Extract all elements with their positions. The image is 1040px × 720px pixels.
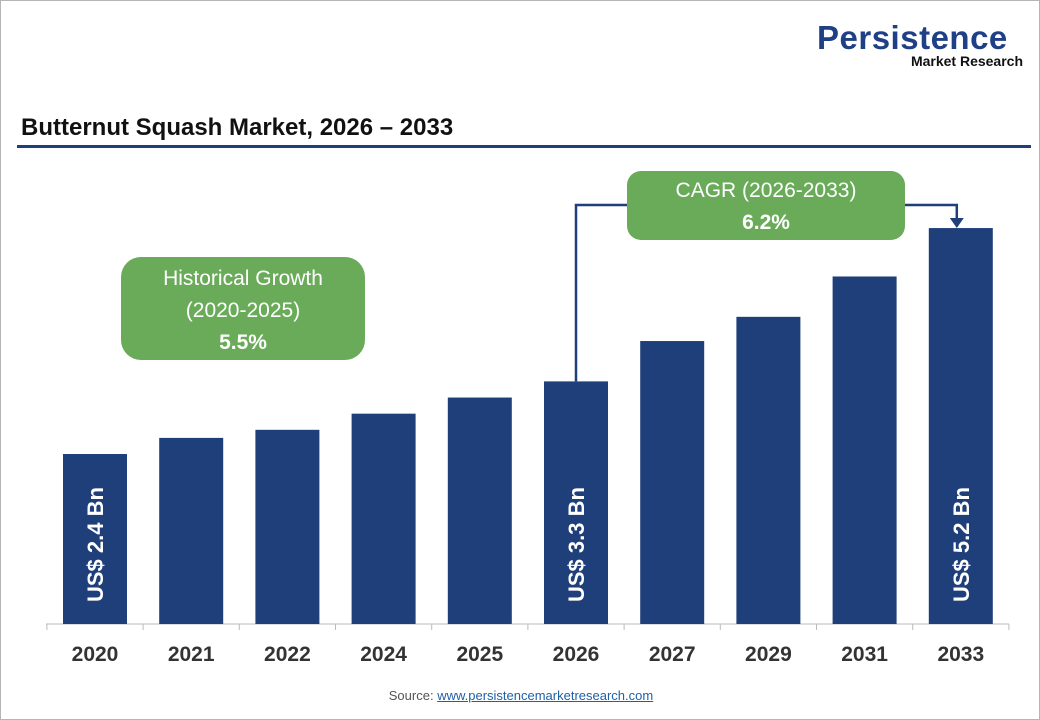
logo: Persistence [817, 19, 1008, 56]
x-tick-label: 2031 [841, 643, 888, 666]
source-link[interactable]: www.persistencemarketresearch.com [437, 688, 654, 703]
x-tick-label: 2033 [937, 643, 984, 666]
x-tick-label: 2027 [649, 643, 696, 666]
x-tick-label: 2020 [72, 643, 119, 666]
title-divider [17, 145, 1031, 148]
x-tick-label: 2024 [360, 643, 407, 666]
historical-growth-box [121, 257, 365, 360]
source-label: Source: [388, 688, 438, 703]
chart-title: Butternut Squash Market, 2026 – 2033 [21, 114, 454, 141]
data-label: US$ 2.4 Bn [83, 487, 108, 602]
bar-2021 [159, 437, 224, 624]
bar-2020 [63, 454, 127, 624]
x-tick-label: 2025 [456, 643, 503, 666]
historical-period: (2020-2025) [186, 299, 300, 322]
source-note: Source: www.persistencemarketresearch.co… [1, 688, 1039, 703]
bar-2025 [447, 397, 512, 624]
historical-label: Historical Growth [163, 267, 323, 290]
bar-2033 [928, 228, 993, 624]
logo-subtitle: Market Research [910, 53, 1023, 69]
bar-2022 [255, 429, 320, 624]
bar-2029 [736, 316, 801, 624]
bar-2031 [832, 276, 897, 624]
cagr-label: CAGR (2026-2033) [676, 179, 857, 202]
cagr-value: 6.2% [742, 211, 790, 234]
historical-value: 5.5% [219, 331, 267, 354]
data-label: US$ 5.2 Bn [949, 487, 974, 602]
x-tick-label: 2021 [168, 643, 215, 666]
x-tick-label: 2029 [745, 643, 792, 666]
cagr-box [627, 171, 905, 240]
arrow-icon [949, 218, 964, 229]
bar-2024 [351, 413, 416, 624]
x-tick-label: 2022 [264, 643, 311, 666]
bar-2026 [544, 381, 608, 624]
x-tick-label: 2026 [553, 643, 600, 666]
data-label: US$ 3.3 Bn [564, 487, 589, 602]
bar-2027 [640, 341, 705, 624]
